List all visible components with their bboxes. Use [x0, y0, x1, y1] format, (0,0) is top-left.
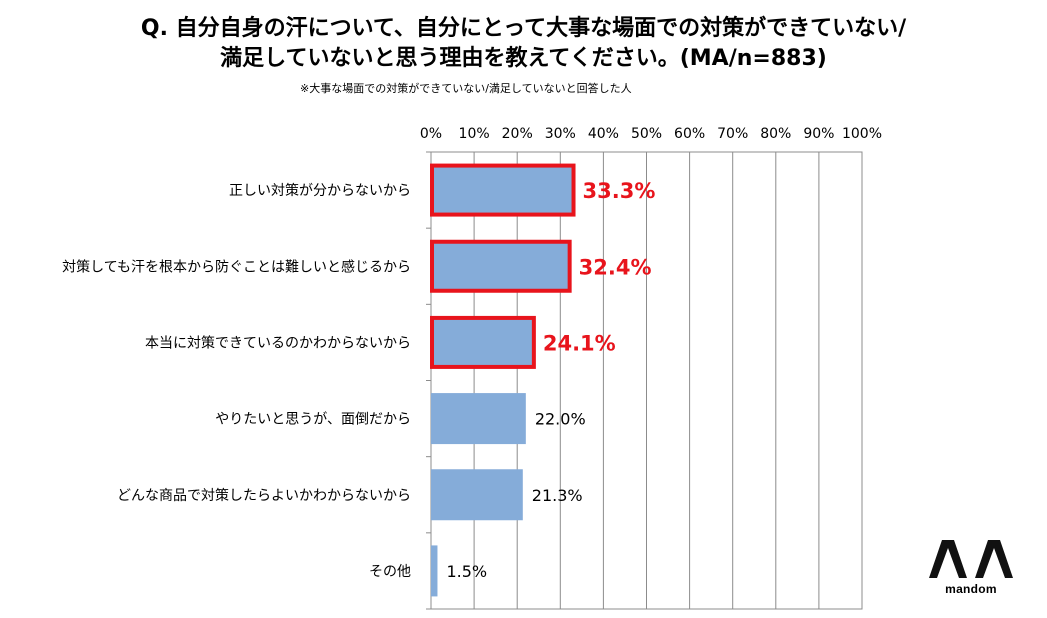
highlight-frame	[430, 163, 576, 217]
bar	[431, 316, 535, 368]
x-tick-label: 90%	[803, 126, 834, 142]
x-tick-label: 100%	[842, 126, 882, 142]
category-label: その他	[369, 564, 411, 580]
bar	[431, 164, 575, 216]
bar	[431, 393, 526, 445]
category-label: どんな商品で対策したらよいかわからないから	[117, 487, 411, 504]
x-tick-label: 60%	[674, 126, 705, 142]
chart-subtitle: ※大事な場面での対策ができていない/満足していないと回答した人	[300, 82, 632, 95]
bar	[431, 469, 523, 521]
logo-text: mandom	[945, 582, 997, 596]
highlight-frame	[430, 239, 572, 293]
x-tick-label: 0%	[420, 126, 442, 142]
x-tick-label: 40%	[588, 126, 619, 142]
data-label: 21.3%	[532, 486, 583, 505]
bar	[431, 545, 438, 597]
data-label: 22.0%	[535, 410, 586, 429]
title-line-2: 満足していないと思う理由を教えてください。(MA/n=883)	[220, 46, 827, 71]
x-tick-label: 10%	[459, 126, 490, 142]
bar	[431, 240, 571, 292]
category-label: 対策しても汗を根本から防ぐことは難しいと感じるから	[62, 258, 411, 275]
data-label: 33.3%	[583, 179, 656, 203]
data-label: 24.1%	[543, 331, 616, 355]
category-label: 正しい対策が分からないから	[229, 182, 411, 199]
data-label: 1.5%	[446, 562, 487, 581]
title-line-1: Q. 自分自身の汗について、自分にとって大事な場面での対策ができていない/	[140, 16, 907, 41]
x-tick-label: 30%	[545, 126, 576, 142]
category-label: 本当に対策できているのかわからないから	[145, 334, 411, 351]
chart-title: Q. 自分自身の汗について、自分にとって大事な場面での対策ができていない/ 満足…	[0, 14, 1047, 74]
x-tick-label: 20%	[502, 126, 533, 142]
x-tick-label: 80%	[760, 126, 791, 142]
category-label: やりたいと思うが、面倒だから	[215, 412, 411, 428]
x-tick-label: 70%	[717, 126, 748, 142]
mandom-logo-icon	[929, 540, 1013, 578]
data-label: 32.4%	[579, 255, 652, 279]
highlight-frame	[430, 315, 536, 369]
mandom-logo: mandom	[925, 540, 1017, 596]
x-tick-label: 50%	[631, 126, 662, 142]
